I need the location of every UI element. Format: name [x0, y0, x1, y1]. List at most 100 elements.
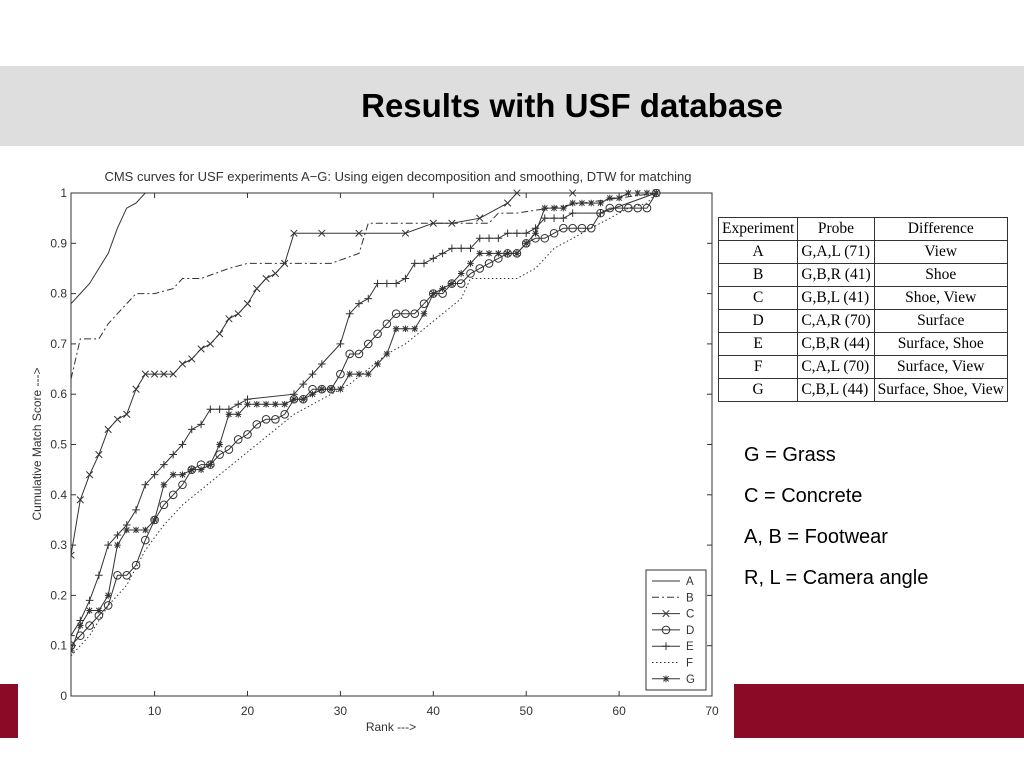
series-d-point: [410, 309, 420, 319]
series-d-point: [122, 570, 132, 580]
y-axis-label: Cumulative Match Score --->: [30, 367, 44, 520]
series-g-point: [439, 285, 446, 292]
x-tick-label: 70: [705, 704, 719, 718]
series-g-point: [374, 360, 381, 368]
series-c-point: [160, 370, 168, 378]
series-g-point: [569, 199, 576, 207]
series-e-point: [215, 405, 224, 414]
abbreviation-notes: G = Grass C = Concrete A, B = Footwear R…: [744, 440, 928, 604]
series-f: [71, 192, 657, 657]
series-e-point: [178, 440, 187, 449]
series-d-point: [141, 535, 150, 545]
probe-cell: G,A,L (71): [797, 240, 875, 264]
series-d-point: [345, 349, 354, 359]
series-g-point: [318, 385, 326, 393]
table-header-row: Experiment Probe Difference: [717, 217, 1008, 241]
probe-cell: C,B,R (44): [797, 332, 875, 356]
series-e-point: [401, 274, 410, 283]
series-g-point: [457, 270, 465, 277]
series-d-point: [178, 480, 187, 490]
difference-cell: Surface, Shoe: [873, 332, 1008, 356]
series-e-point: [104, 541, 112, 549]
legend-label-f: F: [686, 658, 693, 670]
series-e-point: [513, 229, 521, 238]
series-e-point: [429, 254, 438, 263]
series-e-point: [420, 259, 428, 268]
y-tick-label: 0.7: [50, 337, 67, 351]
series-e-point: [355, 299, 363, 308]
series-g-point: [625, 189, 632, 197]
x-tick-label: 50: [520, 704, 534, 718]
experiment-cell: F: [717, 355, 799, 379]
series-d-point: [215, 450, 224, 459]
table-row: E C,B,R (44) Surface, Shoe: [717, 332, 1008, 356]
series-d-point: [113, 570, 122, 580]
y-tick-label: 0.8: [50, 287, 67, 301]
x-tick-label: 10: [148, 704, 162, 718]
experiment-cell: G: [717, 378, 799, 402]
series-c-point: [123, 410, 131, 418]
series-g-line: [71, 192, 657, 651]
y-tick-label: 0.5: [50, 438, 67, 452]
y-tick-label: 0.6: [50, 387, 67, 401]
series-d-point: [336, 369, 345, 379]
series-d-point: [103, 601, 113, 610]
series-c-point: [318, 229, 326, 237]
series-g: [71, 189, 660, 655]
series-g-point: [142, 526, 149, 534]
series-g-point: [123, 526, 131, 534]
series-g-point: [420, 310, 428, 318]
series-g-point: [476, 250, 484, 257]
series-c-point: [113, 415, 122, 424]
series-g-point: [532, 229, 539, 237]
chart-panel: CMS curves for USF experiments A−G: Usin…: [18, 160, 734, 738]
series-g-point: [578, 199, 586, 207]
column-header-probe: Probe: [797, 217, 875, 241]
series-g-point: [485, 250, 493, 257]
difference-cell: Surface: [873, 309, 1008, 333]
series-d-point: [642, 203, 652, 213]
series-e-point: [466, 244, 475, 253]
series-g-point: [550, 204, 558, 212]
experiment-cell: A: [717, 240, 799, 264]
series-b: [71, 192, 657, 380]
series-d-point: [243, 430, 252, 439]
series-c: [71, 189, 660, 559]
series-d-point: [419, 299, 429, 308]
series-e-point: [438, 249, 447, 258]
series-e-point: [95, 571, 103, 580]
table-row: G C,B,L (44) Surface, Shoe, View: [717, 378, 1008, 402]
series-d-point: [521, 239, 531, 248]
series-d-point: [401, 309, 410, 319]
cms-chart: CMS curves for USF experiments A−G: Usin…: [30, 169, 719, 734]
note-concrete: C = Concrete: [744, 485, 863, 507]
series-e-point: [550, 214, 558, 222]
series-e-point: [132, 506, 140, 514]
series-g-point: [262, 400, 270, 408]
series-f-line: [71, 192, 657, 657]
series-g-point: [197, 466, 205, 473]
title-band: [0, 66, 1024, 146]
series-e-point: [503, 229, 512, 238]
legend-marker-e: [662, 642, 670, 650]
y-tick-label: 1: [60, 186, 67, 200]
series-g-point: [76, 622, 84, 629]
experiment-cell: C: [717, 286, 799, 310]
series-c-point: [262, 274, 270, 283]
y-tick-label: 0.3: [50, 538, 67, 552]
series-d-point: [85, 621, 94, 630]
series-g-point: [169, 471, 177, 478]
probe-cell: C,A,R (70): [797, 309, 875, 333]
series-a: [71, 192, 657, 305]
series-e-point: [150, 470, 159, 479]
series-d-point: [391, 309, 401, 319]
series-e-point: [141, 480, 150, 489]
series-g-point: [114, 541, 121, 549]
series-e-point: [345, 309, 354, 318]
series-g-point: [151, 516, 158, 524]
series-g-point: [560, 204, 567, 212]
note-footwear: A, B = Footwear: [744, 526, 888, 548]
series-c-point: [141, 370, 149, 378]
series-c-point: [206, 340, 215, 348]
series-d-point: [484, 259, 494, 268]
